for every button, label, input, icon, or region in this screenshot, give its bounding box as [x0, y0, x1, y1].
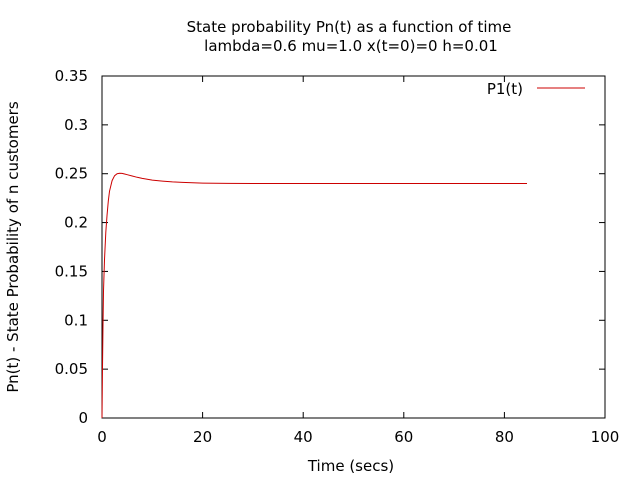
legend: P1(t): [487, 80, 585, 98]
y-tick-label: 0.25: [55, 165, 88, 183]
x-tick-label: 100: [591, 428, 620, 446]
legend-label: P1(t): [487, 80, 523, 98]
y-tick-label: 0.3: [64, 116, 88, 134]
x-tick-label: 60: [394, 428, 413, 446]
x-tick-label: 80: [495, 428, 514, 446]
series-layer: [101, 172, 527, 419]
y-tick-label: 0: [78, 409, 88, 427]
y-tick-label: 0.05: [55, 360, 88, 378]
x-axis-label: Time (secs): [307, 457, 394, 475]
y-tick-label: 0.35: [55, 67, 88, 85]
chart-subtitle: lambda=0.6 mu=1.0 x(t=0)=0 h=0.01: [204, 37, 498, 55]
series-line-0: [101, 172, 527, 419]
x-tick-label: 40: [294, 428, 313, 446]
y-tick-label: 0.15: [55, 262, 88, 280]
y-tick-label: 0.1: [64, 311, 88, 329]
y-tick-label: 0.2: [64, 214, 88, 232]
x-tick-label: 0: [97, 428, 107, 446]
y-axis-label: Pn(t) - State Probability of n customers: [4, 101, 22, 392]
axis-ticks: 0 20 40 60 80 100 0 0.05 0.1 0.15 0.2 0.25 0.3 0.35: [55, 67, 620, 446]
x-tick-label: 20: [193, 428, 212, 446]
plot-frame: [101, 75, 606, 419]
chart-title: State probability Pn(t) as a function of…: [187, 18, 512, 36]
